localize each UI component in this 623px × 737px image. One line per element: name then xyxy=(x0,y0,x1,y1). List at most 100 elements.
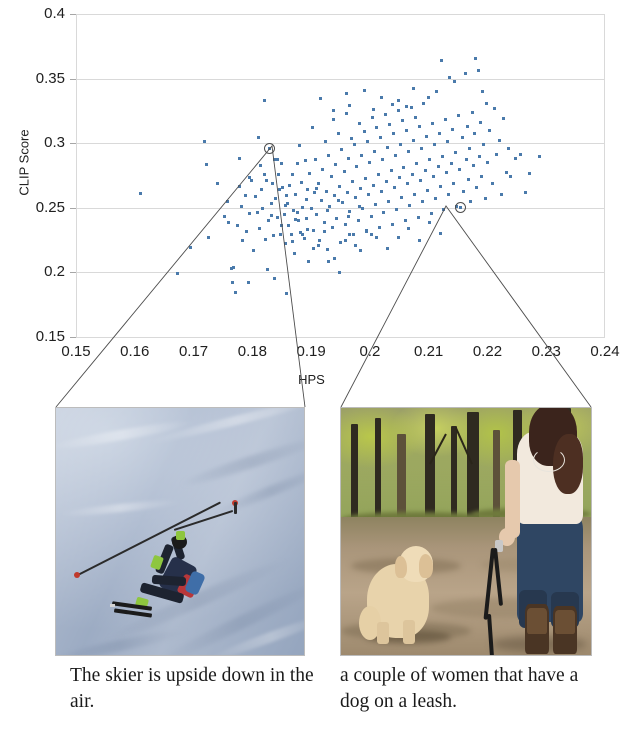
scatter-point xyxy=(316,244,320,248)
scatter-point xyxy=(360,153,364,157)
gridline xyxy=(76,14,605,15)
scatter-point xyxy=(424,135,428,139)
scatter-point xyxy=(418,178,422,182)
scatter-point xyxy=(307,259,311,263)
scatter-point xyxy=(411,87,415,91)
scatter-point xyxy=(283,203,287,207)
scatter-point xyxy=(314,157,318,161)
scatter-point xyxy=(428,158,432,162)
scatter-point xyxy=(273,158,277,162)
scatter-point xyxy=(301,233,305,237)
scatter-point xyxy=(304,217,308,221)
y-tick-label: 0.4 xyxy=(44,5,65,22)
scatter-point xyxy=(284,291,288,295)
scatter-point xyxy=(404,128,408,132)
scatter-point xyxy=(435,89,439,93)
scatter-point xyxy=(401,119,405,123)
scatter-point xyxy=(416,215,420,219)
gridline xyxy=(76,208,605,209)
scatter-point xyxy=(478,121,482,125)
y-tick-label: 0.2 xyxy=(44,263,65,281)
scatter-point xyxy=(396,99,400,103)
tree-trunk xyxy=(493,430,500,538)
leash-clip xyxy=(495,540,503,552)
scatter-point xyxy=(301,205,305,209)
scatter-point xyxy=(261,206,265,210)
scatter-point xyxy=(347,157,351,161)
scatter-point xyxy=(270,182,274,186)
scatter-point xyxy=(411,139,415,143)
scatter-point xyxy=(450,128,454,132)
scatter-point xyxy=(282,213,286,217)
scatter-point xyxy=(304,197,308,201)
scatter-point xyxy=(447,193,451,197)
scatter-point xyxy=(348,104,352,108)
scatter-point xyxy=(502,117,506,121)
scatter-point xyxy=(393,185,397,189)
scatter-point xyxy=(295,211,299,215)
scatter-point xyxy=(340,148,344,152)
scatter-point xyxy=(328,204,332,208)
scatter-point xyxy=(306,228,310,232)
scatter-point xyxy=(310,126,314,130)
y-tick-mark xyxy=(70,14,76,15)
scatter-point xyxy=(461,136,465,139)
x-axis-title: HPS xyxy=(298,372,325,387)
x-tick-label: 0.22 xyxy=(472,343,503,360)
scatter-point xyxy=(280,162,284,166)
scatter-point xyxy=(348,210,352,214)
scatter-point xyxy=(463,72,467,76)
plot-frame xyxy=(76,14,605,337)
scatter-point xyxy=(342,170,346,174)
scatter-point xyxy=(313,191,317,195)
scatter-point xyxy=(236,224,240,228)
scatter-point xyxy=(422,101,426,105)
scatter-point xyxy=(469,200,473,204)
scatter-point xyxy=(246,281,250,285)
scatter-point xyxy=(262,172,266,176)
ski-pole-shaft xyxy=(234,502,237,514)
scatter-point xyxy=(354,244,358,248)
scatter-point xyxy=(376,172,380,176)
scatter-chart: 0.15 0.2 0.25 0.3 0.35 0.4 0.15 0.16 0.17 0.18 0.… xyxy=(16,5,620,387)
scatter-point xyxy=(495,153,499,157)
scatter-point xyxy=(507,146,511,150)
y-axis-title: CLIP Score xyxy=(16,129,32,196)
dog-ear xyxy=(395,556,407,578)
scatter-point xyxy=(321,167,325,171)
caption-dog-walk: a couple of women that have a dog on a l… xyxy=(340,665,579,712)
scatter-point xyxy=(237,156,241,160)
scatter-point xyxy=(451,181,455,185)
scatter-point xyxy=(326,208,330,212)
scatter-point xyxy=(386,247,390,251)
scatter-point xyxy=(383,112,387,116)
scatter-point xyxy=(258,226,262,230)
scatter-point xyxy=(287,223,291,227)
scatter-point xyxy=(302,237,306,241)
scatter-point xyxy=(390,222,394,226)
scatter-point xyxy=(266,268,270,272)
scatter-point xyxy=(330,226,334,230)
scatter-point xyxy=(371,107,375,111)
scatter-point xyxy=(378,136,382,139)
scatter-point xyxy=(323,139,327,143)
scatter-point xyxy=(276,172,280,176)
dog-leg xyxy=(403,620,415,644)
scatter-point xyxy=(407,150,411,154)
scatter-point xyxy=(227,221,231,225)
x-tick-label: 0.24 xyxy=(590,343,620,360)
y-tick-mark xyxy=(70,272,76,273)
scatter-point xyxy=(243,193,247,197)
scatter-point xyxy=(449,161,453,165)
scatter-point xyxy=(275,215,279,219)
dog-tail xyxy=(359,606,381,640)
scatter-point xyxy=(440,59,444,62)
scatter-point xyxy=(382,211,386,215)
scatter-point xyxy=(274,197,278,201)
scatter-point xyxy=(230,281,234,285)
scatter-point xyxy=(358,249,362,253)
scatter-point xyxy=(337,184,341,188)
scatter-point xyxy=(431,175,435,179)
scatter-point xyxy=(433,143,437,147)
scatter-point xyxy=(523,191,527,195)
